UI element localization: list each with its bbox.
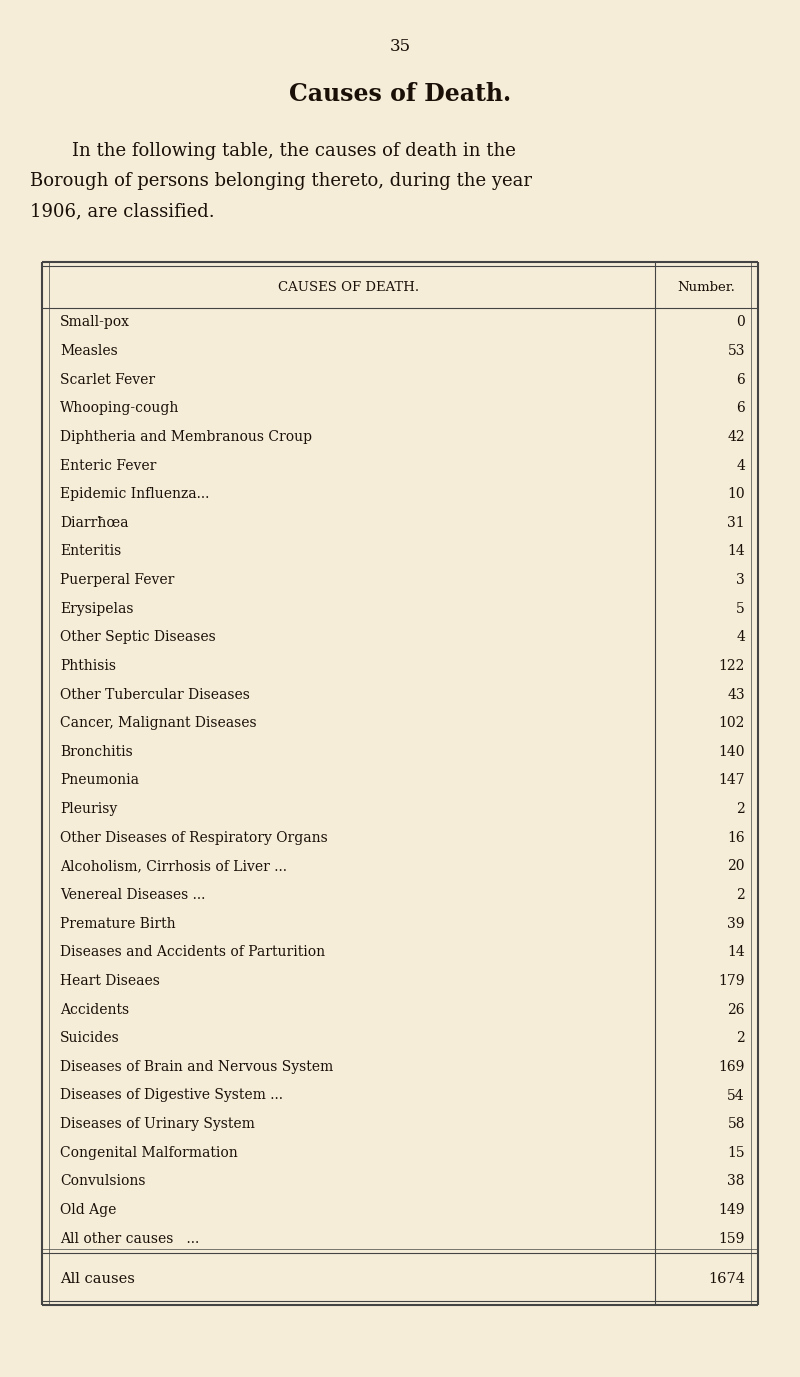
Text: 179: 179 [718, 974, 745, 987]
Text: 54: 54 [727, 1088, 745, 1103]
Text: Number.: Number. [678, 281, 735, 293]
Text: 6: 6 [736, 401, 745, 416]
Text: Small-pox: Small-pox [60, 315, 130, 329]
Text: 58: 58 [727, 1117, 745, 1131]
Text: Other Tubercular Diseases: Other Tubercular Diseases [60, 687, 250, 702]
Text: Other Diseases of Respiratory Organs: Other Diseases of Respiratory Organs [60, 830, 328, 844]
Text: 4: 4 [736, 631, 745, 644]
Text: 3: 3 [736, 573, 745, 587]
Text: Whooping-cough: Whooping-cough [60, 401, 179, 416]
Text: Measles: Measles [60, 344, 118, 358]
Text: Erysipelas: Erysipelas [60, 602, 134, 616]
Text: 2: 2 [736, 1031, 745, 1045]
Text: Borough of persons belonging thereto, during the year: Borough of persons belonging thereto, du… [30, 172, 532, 190]
Text: 140: 140 [718, 745, 745, 759]
Text: 4: 4 [736, 459, 745, 472]
Text: In the following table, the causes of death in the: In the following table, the causes of de… [72, 142, 516, 160]
Text: Congenital Malformation: Congenital Malformation [60, 1146, 238, 1159]
Text: Diseases of Digestive System ...: Diseases of Digestive System ... [60, 1088, 283, 1103]
Text: 15: 15 [727, 1146, 745, 1159]
Text: 39: 39 [727, 917, 745, 931]
Text: 35: 35 [390, 39, 410, 55]
Text: 53: 53 [727, 344, 745, 358]
Text: 6: 6 [736, 373, 745, 387]
Text: 1674: 1674 [708, 1272, 745, 1286]
Text: 42: 42 [727, 430, 745, 443]
Text: Premature Birth: Premature Birth [60, 917, 176, 931]
Text: 159: 159 [718, 1231, 745, 1246]
Text: 16: 16 [727, 830, 745, 844]
Text: Pneumonia: Pneumonia [60, 774, 139, 788]
Text: Convulsions: Convulsions [60, 1175, 146, 1188]
Text: Bronchitis: Bronchitis [60, 745, 133, 759]
Text: 43: 43 [727, 687, 745, 702]
Text: 38: 38 [727, 1175, 745, 1188]
Text: All other causes   ...: All other causes ... [60, 1231, 199, 1246]
Text: 14: 14 [727, 946, 745, 960]
Text: Scarlet Fever: Scarlet Fever [60, 373, 155, 387]
Text: Alcoholism, Cirrhosis of Liver ...: Alcoholism, Cirrhosis of Liver ... [60, 859, 287, 873]
Text: Phthisis: Phthisis [60, 660, 116, 673]
Text: 2: 2 [736, 888, 745, 902]
Text: 26: 26 [727, 1002, 745, 1016]
Text: Causes of Death.: Causes of Death. [289, 83, 511, 106]
Text: Enteric Fever: Enteric Fever [60, 459, 156, 472]
Text: Diphtheria and Membranous Croup: Diphtheria and Membranous Croup [60, 430, 312, 443]
Text: 1906, are classified.: 1906, are classified. [30, 202, 214, 220]
Text: 31: 31 [727, 516, 745, 530]
Text: Old Age: Old Age [60, 1203, 116, 1217]
Text: Other Septic Diseases: Other Septic Diseases [60, 631, 216, 644]
Text: 2: 2 [736, 803, 745, 817]
Text: Diseases of Urinary System: Diseases of Urinary System [60, 1117, 255, 1131]
Text: Heart Disea​es: Heart Disea​es [60, 974, 160, 987]
Text: Diseases of Brain and Nervous System: Diseases of Brain and Nervous System [60, 1060, 334, 1074]
Text: 0: 0 [736, 315, 745, 329]
Text: 147: 147 [718, 774, 745, 788]
Text: CAUSES OF DEATH.: CAUSES OF DEATH. [278, 281, 419, 293]
Text: Cancer, Malignant Diseases: Cancer, Malignant Diseases [60, 716, 257, 730]
Text: 169: 169 [718, 1060, 745, 1074]
Text: Epidemic Influenza...: Epidemic Influenza... [60, 487, 210, 501]
Text: Suicides: Suicides [60, 1031, 120, 1045]
Text: 10: 10 [727, 487, 745, 501]
Text: All causes: All causes [60, 1272, 135, 1286]
Text: 122: 122 [718, 660, 745, 673]
Text: Accidents: Accidents [60, 1002, 129, 1016]
Text: 20: 20 [727, 859, 745, 873]
Text: Enteritis: Enteritis [60, 544, 122, 559]
Text: 5: 5 [736, 602, 745, 616]
Text: 149: 149 [718, 1203, 745, 1217]
Text: Venereal Diseases ...: Venereal Diseases ... [60, 888, 206, 902]
Text: Pleurisy: Pleurisy [60, 803, 118, 817]
Text: 102: 102 [718, 716, 745, 730]
Text: 14: 14 [727, 544, 745, 559]
Text: Diseases and Accidents of Parturition: Diseases and Accidents of Parturition [60, 946, 325, 960]
Text: Puerperal Fever: Puerperal Fever [60, 573, 174, 587]
Text: Diarrħœa: Diarrħœa [60, 516, 129, 530]
